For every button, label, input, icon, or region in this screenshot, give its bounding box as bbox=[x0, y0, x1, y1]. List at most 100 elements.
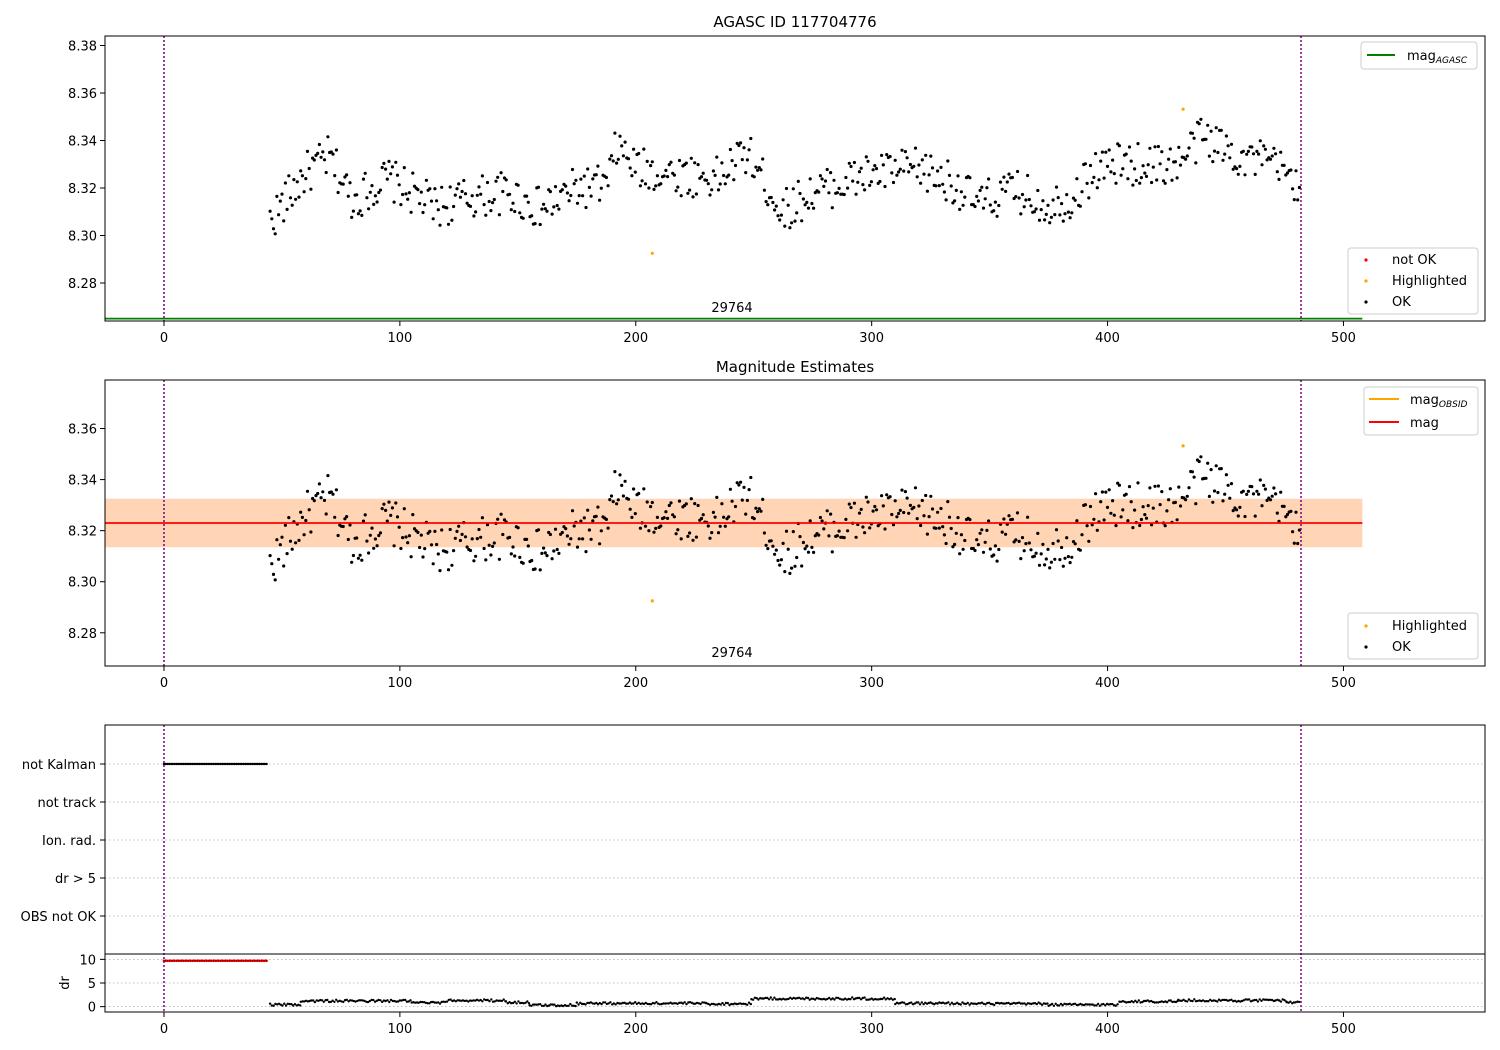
ok-point bbox=[594, 173, 598, 177]
dr-point bbox=[1160, 1000, 1164, 1003]
ok-point bbox=[832, 178, 836, 182]
ok-point bbox=[525, 537, 529, 542]
dr-point bbox=[877, 998, 880, 1001]
legend-ok-marker bbox=[1364, 300, 1368, 304]
dr-point bbox=[733, 1002, 736, 1005]
ok-point bbox=[1262, 144, 1266, 148]
ok-point bbox=[290, 203, 294, 207]
ok-point bbox=[773, 208, 777, 212]
dr-high-point-core bbox=[253, 960, 255, 962]
dr-point bbox=[931, 1002, 934, 1005]
ok-point bbox=[1107, 488, 1111, 492]
ok-point bbox=[722, 173, 726, 178]
dr-point bbox=[409, 999, 412, 1002]
not-kalman-point bbox=[162, 762, 166, 766]
ok-point bbox=[312, 499, 316, 503]
dr-point bbox=[628, 1001, 632, 1004]
ok-point bbox=[565, 191, 570, 195]
dr-point bbox=[356, 999, 359, 1003]
ok-point bbox=[727, 515, 731, 519]
dr-point bbox=[603, 1001, 607, 1004]
ok-point bbox=[350, 560, 354, 564]
ok-point bbox=[873, 504, 877, 509]
dr-point bbox=[759, 997, 762, 1000]
ok-point bbox=[798, 191, 802, 196]
ok-point bbox=[920, 158, 924, 162]
flag-label: not Kalman bbox=[22, 758, 96, 773]
ok-point bbox=[616, 157, 620, 161]
highlighted-point bbox=[1181, 444, 1185, 448]
ok-point bbox=[659, 182, 663, 186]
ok-point bbox=[460, 189, 464, 194]
dr-point bbox=[270, 1004, 274, 1007]
dr-point bbox=[721, 1001, 724, 1005]
dr-point bbox=[565, 1004, 568, 1008]
ok-point bbox=[613, 470, 617, 474]
dr-point bbox=[980, 1001, 984, 1004]
dr-point bbox=[454, 1000, 458, 1003]
ok-point bbox=[976, 199, 981, 203]
panel-agasc-lower-legend: not OK Highlighted OK bbox=[1347, 247, 1479, 315]
ok-point bbox=[664, 510, 668, 514]
y-tick-label: 8.30 bbox=[68, 576, 97, 591]
ok-point bbox=[652, 187, 656, 191]
dr-high-point-core bbox=[244, 960, 246, 962]
ok-point bbox=[742, 485, 746, 489]
dr-point bbox=[1184, 999, 1187, 1003]
ok-point bbox=[358, 209, 362, 213]
ok-point bbox=[898, 508, 902, 512]
dr-point bbox=[539, 1003, 542, 1006]
ok-point bbox=[1165, 168, 1169, 172]
ok-point bbox=[491, 544, 495, 549]
dr-point bbox=[558, 1004, 561, 1008]
dr-high-point-core bbox=[195, 960, 197, 962]
ok-point bbox=[623, 479, 627, 483]
ok-point bbox=[363, 171, 367, 175]
dr-point bbox=[769, 996, 772, 999]
dr-point bbox=[329, 1000, 333, 1004]
ok-point bbox=[560, 530, 564, 535]
ok-point bbox=[915, 175, 919, 179]
not-kalman-point bbox=[184, 762, 187, 766]
ok-point bbox=[881, 163, 885, 167]
panel-magnitude-estimates: Magnitude Estimates 0 100 200 300 400 500 8.2… bbox=[68, 358, 1486, 691]
ok-point bbox=[312, 158, 316, 162]
ok-point bbox=[480, 174, 484, 178]
not-kalman-point bbox=[238, 762, 242, 766]
ok-point bbox=[913, 486, 918, 490]
dr-point bbox=[665, 1002, 669, 1005]
dr-point bbox=[1155, 1001, 1158, 1004]
ok-point bbox=[1127, 485, 1132, 489]
ok-point bbox=[912, 505, 916, 509]
dr-point bbox=[1209, 998, 1212, 1001]
ok-point bbox=[394, 501, 398, 505]
dr-point bbox=[1132, 1001, 1135, 1004]
ok-point bbox=[1004, 189, 1008, 193]
ok-point bbox=[779, 213, 784, 217]
dr-point bbox=[313, 1000, 317, 1004]
ok-point bbox=[418, 202, 422, 206]
ok-point bbox=[360, 558, 364, 562]
not-kalman-point bbox=[214, 762, 217, 766]
ok-point bbox=[382, 161, 386, 165]
ok-point bbox=[462, 178, 466, 183]
dr-axis-label: dr bbox=[58, 976, 73, 990]
ok-point bbox=[1228, 156, 1232, 160]
ok-point bbox=[472, 559, 476, 563]
ok-point bbox=[1292, 541, 1296, 545]
dr-point bbox=[1269, 998, 1272, 1001]
dr-high-point-core bbox=[179, 960, 181, 962]
ok-point bbox=[1238, 164, 1242, 168]
ok-point bbox=[1160, 150, 1164, 154]
ok-point bbox=[630, 515, 634, 520]
ok-point bbox=[790, 221, 794, 225]
dr-high-point-core bbox=[170, 960, 172, 962]
ok-point bbox=[485, 180, 490, 185]
ok-point bbox=[336, 190, 340, 195]
ok-point bbox=[341, 182, 345, 186]
ok-point bbox=[1297, 185, 1301, 190]
ok-point bbox=[1212, 489, 1217, 493]
ok-point bbox=[769, 539, 773, 543]
ok-point bbox=[1185, 494, 1189, 498]
not-kalman-point bbox=[171, 762, 174, 766]
